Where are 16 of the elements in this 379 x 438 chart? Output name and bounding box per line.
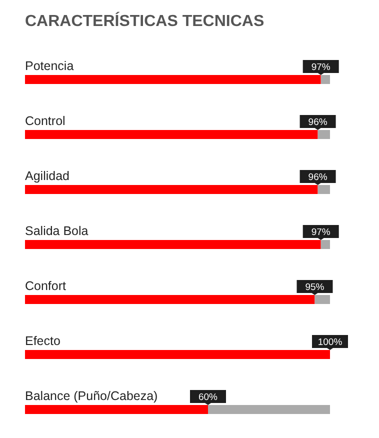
y-tick-label: Potencia [25,59,74,73]
y-tick-label: Confort [25,279,67,293]
y-tick-label: Balance (Puño/Cabeza) [25,389,158,403]
data-label: 60% [198,392,218,403]
y-tick-label: Salida Bola [25,224,88,238]
data-label: 95% [305,282,325,293]
data-label: 97% [311,62,331,73]
data-label: 96% [308,117,328,128]
data-label: 100% [318,337,343,348]
data-label: 97% [311,227,331,238]
y-tick-label: Efecto [25,334,60,348]
data-label: 96% [308,172,328,183]
y-tick-label: Agilidad [25,169,70,183]
chart-title: CARACTERÍSTICAS TECNICAS [25,13,264,31]
bar [25,350,330,359]
y-tick-label: Control [25,114,66,128]
